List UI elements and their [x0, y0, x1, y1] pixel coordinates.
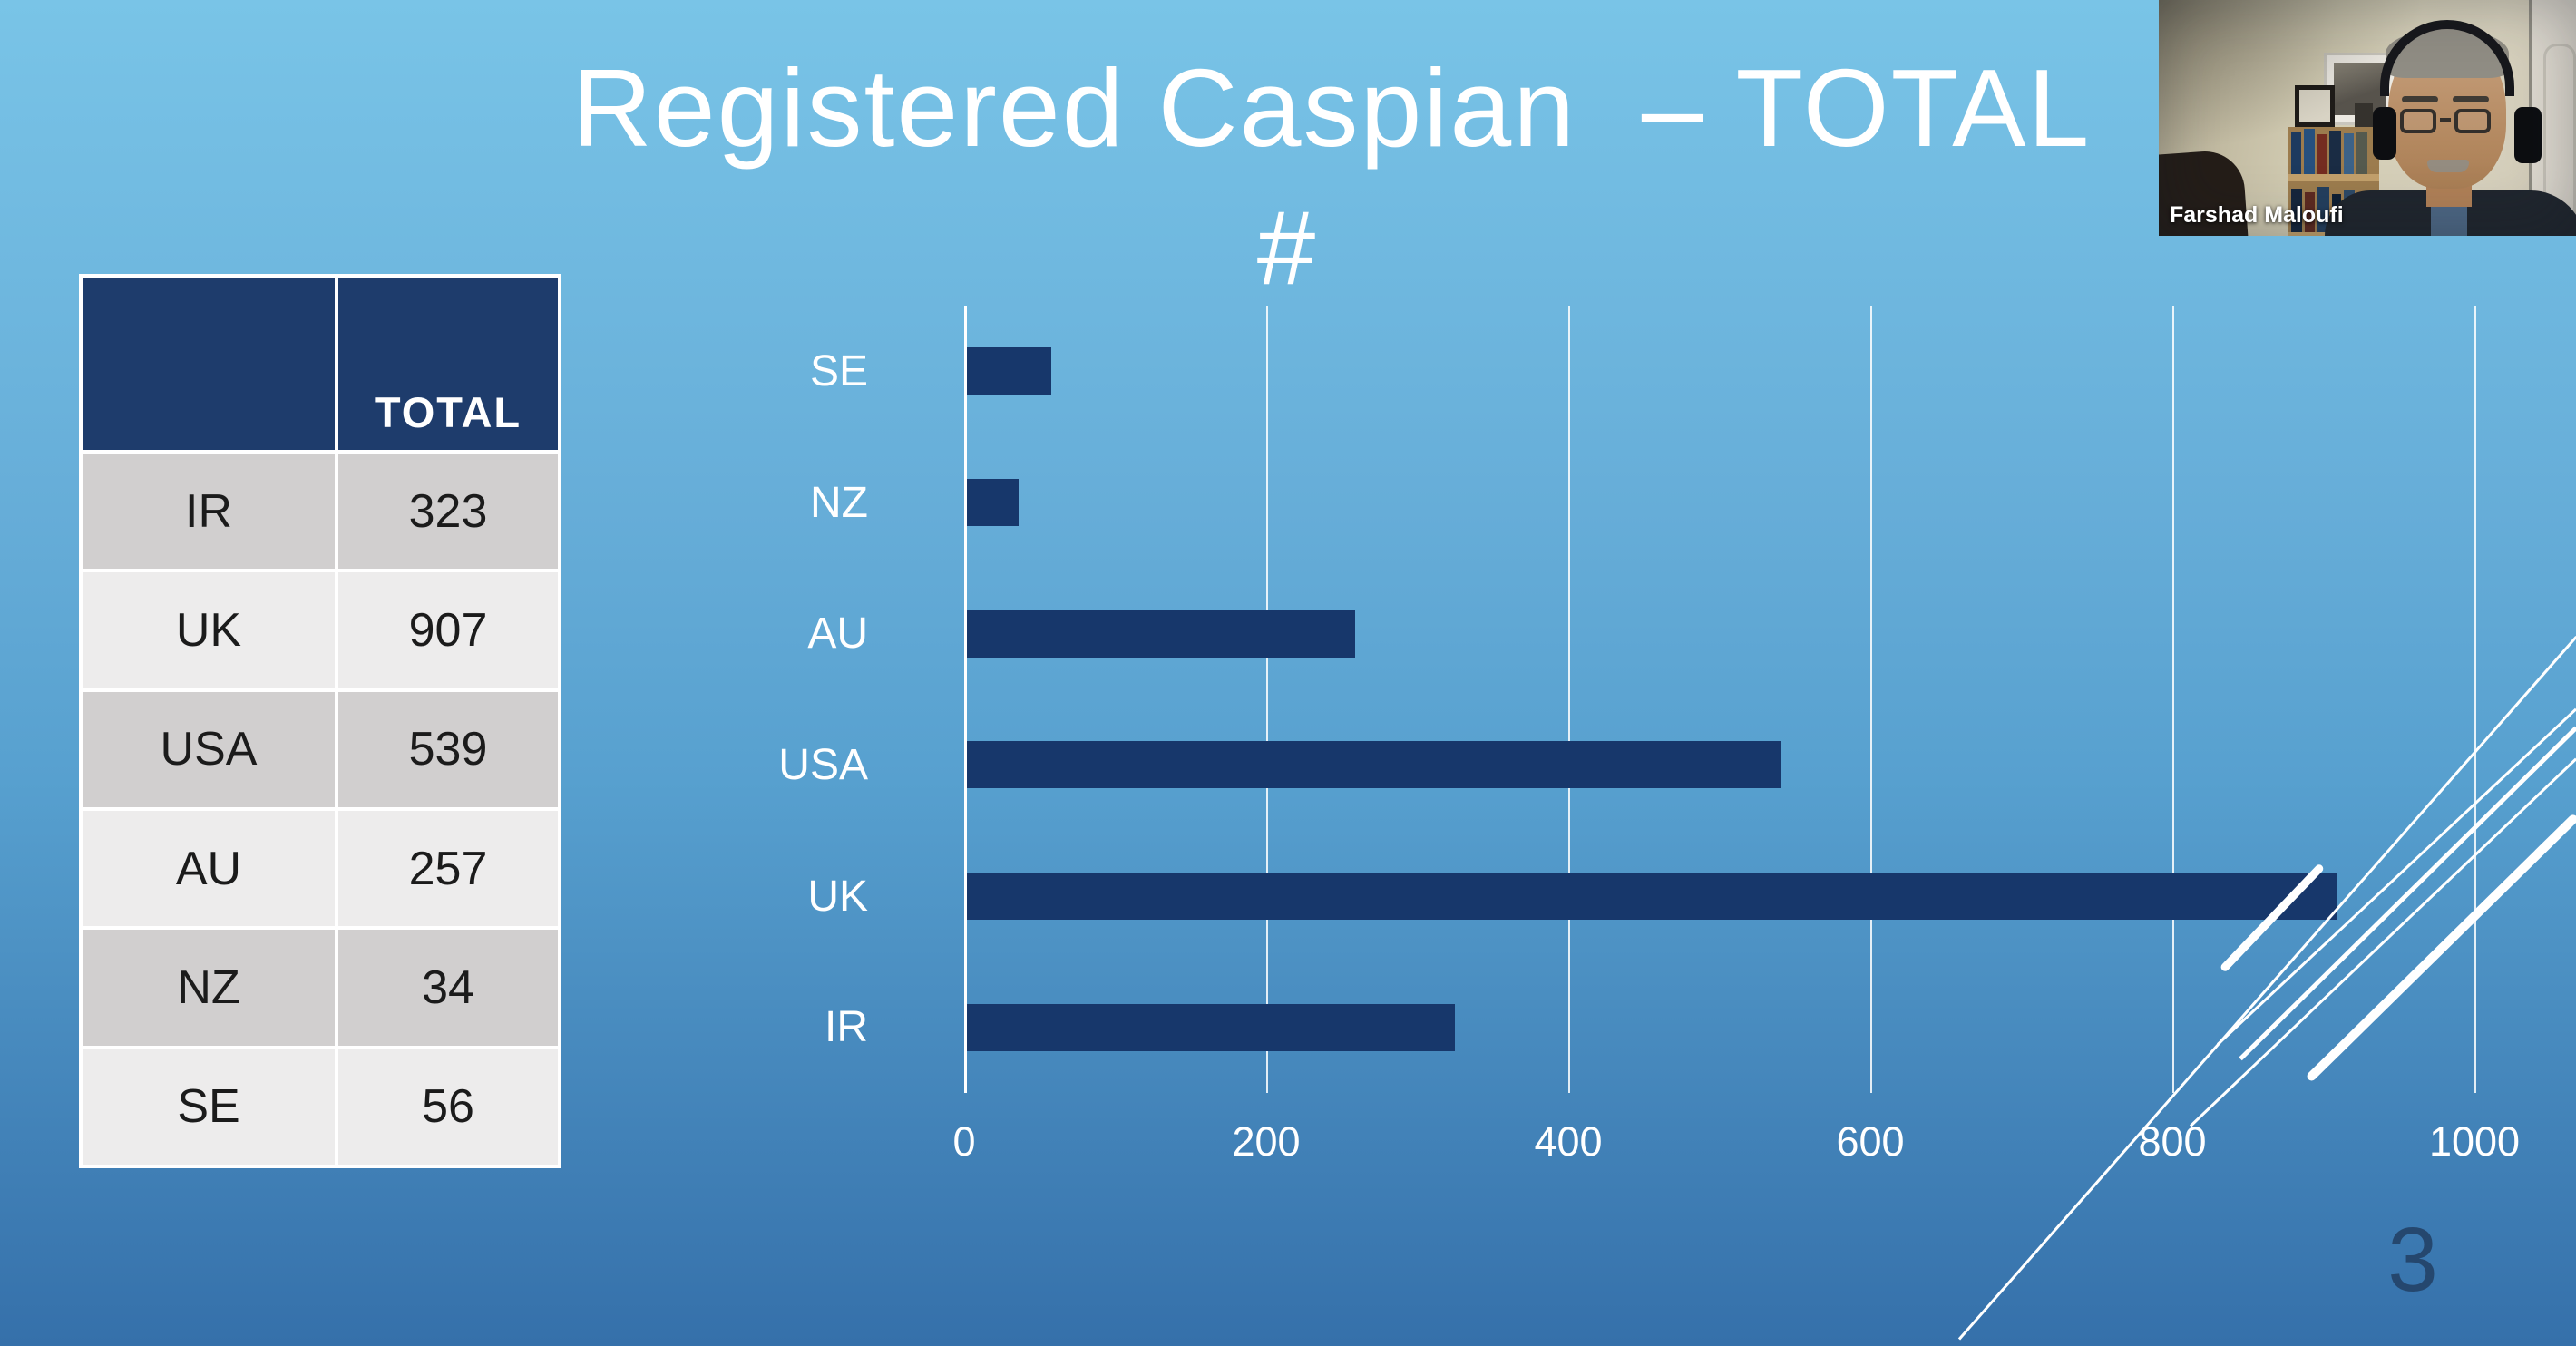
eyebrow	[2453, 96, 2489, 102]
x-tick-label: 200	[1232, 1118, 1301, 1165]
page-number: 3	[2387, 1209, 2438, 1311]
picture-frame	[2355, 103, 2373, 127]
x-tick-label: 0	[952, 1118, 976, 1165]
x-tick-label: 1000	[2428, 1118, 2521, 1165]
table-cell-total: 257	[338, 811, 558, 927]
door-panel	[2543, 44, 2576, 236]
picture-frame	[2295, 85, 2335, 127]
table-cell-total: 56	[338, 1049, 558, 1165]
x-tick-label: 400	[1534, 1118, 1603, 1165]
category-label-AU: AU	[807, 610, 868, 658]
category-label-USA: USA	[778, 741, 868, 789]
bar-UK	[967, 873, 2337, 920]
bar-IR	[967, 1004, 1455, 1051]
bar-USA	[967, 741, 1781, 788]
bar-SE	[967, 347, 1051, 395]
webcam-overlay: Farshad Maloufi	[2159, 0, 2576, 236]
table-cell-total: 323	[338, 454, 558, 570]
category-label-NZ: NZ	[810, 479, 868, 527]
shelf-board	[2288, 174, 2379, 181]
chart-category-labels: SE NZ AU USA UK IR	[735, 306, 916, 1093]
chart-title: #	[1256, 189, 1316, 307]
table-header-empty	[83, 278, 335, 450]
table-cell-country: UK	[83, 572, 335, 688]
y-axis-line	[964, 306, 967, 1093]
table-cell-country: IR	[83, 454, 335, 570]
category-label-IR: IR	[825, 1003, 868, 1051]
table-cell-country: USA	[83, 691, 335, 807]
bar-NZ	[967, 479, 1019, 526]
headphones-earcup	[2514, 107, 2542, 163]
eyebrow	[2402, 96, 2438, 102]
gridline-200	[1266, 306, 1268, 1093]
table-cell-country: SE	[83, 1049, 335, 1165]
table-cell-total: 907	[338, 572, 558, 688]
glasses-bridge	[2440, 118, 2451, 122]
category-label-UK: UK	[807, 873, 868, 921]
gridline-400	[1568, 306, 1570, 1093]
x-tick-label: 600	[1836, 1118, 1905, 1165]
gridline-800	[2172, 306, 2174, 1093]
table-cell-country: AU	[83, 811, 335, 927]
table-cell-total: 34	[338, 930, 558, 1046]
table-cell-country: NZ	[83, 930, 335, 1046]
participant-name-label: Farshad Maloufi	[2170, 202, 2344, 228]
vignette	[2159, 0, 2576, 236]
bar-AU	[967, 610, 1355, 658]
slide-title: Registered Caspian – TOTAL	[571, 46, 2092, 170]
mustache	[2427, 160, 2469, 172]
glasses-lens	[2454, 109, 2491, 133]
books-row	[2291, 129, 2376, 174]
gridline-600	[1870, 306, 1872, 1093]
gridline-1000	[2474, 306, 2476, 1093]
glasses-lens	[2400, 109, 2436, 133]
table-cell-total: 539	[338, 691, 558, 807]
totals-table: TOTAL IR 323 UK 907 USA 539 AU 257 NZ 34…	[79, 274, 561, 1168]
bar-chart-plot-area: 0 200 400 600 800 1000	[952, 306, 2520, 1165]
table-header-total: TOTAL	[338, 278, 558, 450]
headphones-earcup	[2373, 107, 2396, 160]
category-label-SE: SE	[809, 347, 868, 395]
x-tick-label: 800	[2138, 1118, 2207, 1165]
